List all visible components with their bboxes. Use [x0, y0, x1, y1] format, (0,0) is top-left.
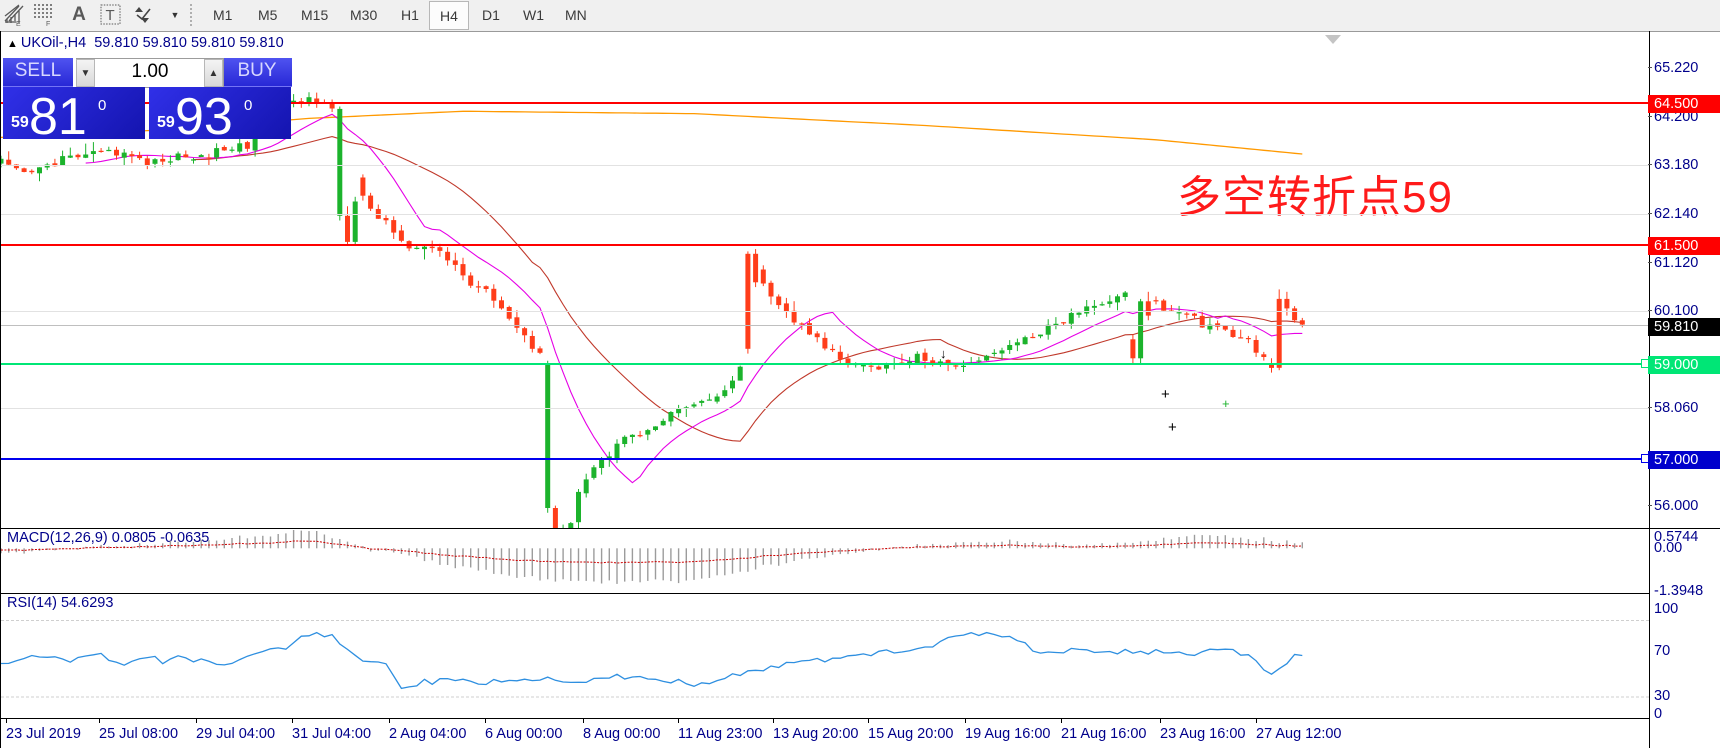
svg-text:E: E [16, 21, 21, 27]
svg-text:T: T [106, 7, 115, 24]
svg-text:F: F [46, 21, 50, 27]
